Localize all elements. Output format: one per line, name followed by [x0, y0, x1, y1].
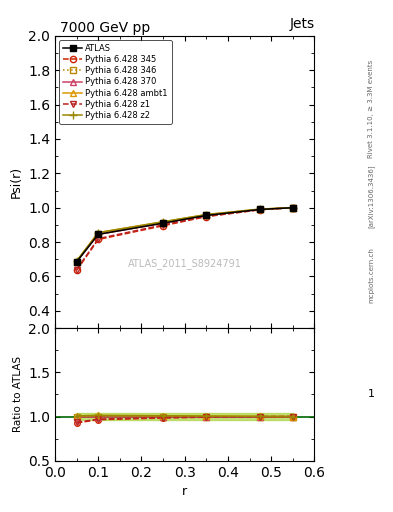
Text: Jets: Jets — [289, 17, 314, 31]
Pythia 6.428 346 — [161, 220, 165, 226]
Pythia 6.428 ambt1 — [74, 258, 79, 264]
Pythia 6.428 345 — [161, 223, 165, 229]
Pythia 6.428 z2 — [258, 206, 263, 212]
Pythia 6.428 346 — [204, 212, 209, 219]
Text: 1: 1 — [368, 390, 375, 399]
Pythia 6.428 370 — [74, 259, 79, 265]
ATLAS — [204, 212, 209, 219]
X-axis label: r: r — [182, 485, 187, 498]
Line: Pythia 6.428 z1: Pythia 6.428 z1 — [73, 205, 296, 273]
Pythia 6.428 z1 — [74, 266, 79, 272]
Pythia 6.428 370 — [96, 231, 101, 238]
Text: [arXiv:1306.3436]: [arXiv:1306.3436] — [368, 165, 375, 228]
ATLAS — [290, 205, 295, 211]
Line: Pythia 6.428 370: Pythia 6.428 370 — [73, 205, 296, 265]
Pythia 6.428 370 — [290, 205, 295, 211]
Pythia 6.428 370 — [204, 212, 209, 219]
Legend: ATLAS, Pythia 6.428 345, Pythia 6.428 346, Pythia 6.428 370, Pythia 6.428 ambt1,: ATLAS, Pythia 6.428 345, Pythia 6.428 34… — [59, 40, 172, 124]
Pythia 6.428 z2 — [290, 205, 295, 211]
Pythia 6.428 z1 — [290, 205, 295, 211]
ATLAS — [161, 220, 165, 226]
Pythia 6.428 345 — [74, 267, 79, 273]
Pythia 6.428 345 — [96, 237, 101, 243]
Text: Rivet 3.1.10, ≥ 3.3M events: Rivet 3.1.10, ≥ 3.3M events — [369, 60, 375, 158]
Pythia 6.428 z2 — [161, 219, 165, 225]
Pythia 6.428 346 — [96, 231, 101, 238]
Text: mcplots.cern.ch: mcplots.cern.ch — [369, 247, 375, 303]
Text: 7000 GeV pp: 7000 GeV pp — [60, 20, 151, 35]
Pythia 6.428 ambt1 — [161, 219, 165, 225]
Pythia 6.428 z1 — [96, 236, 101, 242]
Line: Pythia 6.428 ambt1: Pythia 6.428 ambt1 — [73, 205, 296, 264]
Pythia 6.428 345 — [204, 214, 209, 220]
Pythia 6.428 345 — [290, 205, 295, 211]
Pythia 6.428 z1 — [161, 222, 165, 228]
Pythia 6.428 z1 — [258, 206, 263, 212]
Line: ATLAS: ATLAS — [73, 205, 296, 265]
Pythia 6.428 345 — [258, 207, 263, 213]
ATLAS — [74, 259, 79, 265]
ATLAS — [258, 206, 263, 212]
Pythia 6.428 z2 — [74, 258, 79, 264]
Pythia 6.428 ambt1 — [258, 206, 263, 212]
Pythia 6.428 370 — [161, 220, 165, 226]
Line: Pythia 6.428 345: Pythia 6.428 345 — [73, 205, 296, 273]
Text: ATLAS_2011_S8924791: ATLAS_2011_S8924791 — [128, 258, 242, 269]
Line: Pythia 6.428 346: Pythia 6.428 346 — [73, 205, 296, 265]
Y-axis label: Ratio to ATLAS: Ratio to ATLAS — [13, 356, 23, 433]
Pythia 6.428 z2 — [96, 229, 101, 236]
ATLAS — [96, 231, 101, 238]
Pythia 6.428 346 — [74, 259, 79, 265]
Pythia 6.428 z1 — [204, 213, 209, 219]
Pythia 6.428 ambt1 — [96, 229, 101, 236]
Pythia 6.428 ambt1 — [204, 211, 209, 218]
Pythia 6.428 z2 — [204, 211, 209, 218]
Pythia 6.428 346 — [258, 206, 263, 212]
Line: Pythia 6.428 z2: Pythia 6.428 z2 — [73, 204, 297, 265]
Pythia 6.428 346 — [290, 205, 295, 211]
Y-axis label: Psi(r): Psi(r) — [9, 166, 22, 198]
Pythia 6.428 370 — [258, 206, 263, 212]
Pythia 6.428 ambt1 — [290, 205, 295, 211]
